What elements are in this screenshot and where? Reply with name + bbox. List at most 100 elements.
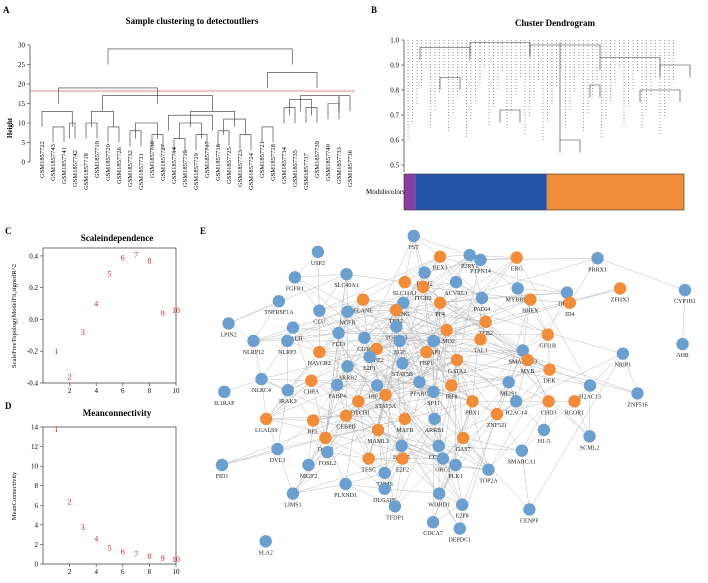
panel-c-point: 7 (134, 250, 138, 259)
network-edge (456, 359, 517, 402)
gene-label: HIF1A (369, 394, 387, 400)
gene-label: CENPF (520, 518, 539, 524)
network-edge (325, 437, 369, 459)
network-edge (345, 483, 385, 490)
gene-node (398, 275, 412, 289)
dendrogram-branch (419, 47, 471, 60)
panel-c-point: 10 (172, 306, 180, 315)
network-edge (396, 326, 473, 402)
network-edge (266, 351, 320, 419)
network-edge (422, 286, 458, 361)
gene-label: FOSL2 (318, 461, 336, 467)
network-edge (347, 311, 400, 342)
dendrogram-branch (52, 126, 65, 143)
network-edge (488, 401, 549, 470)
network-edge (413, 235, 470, 256)
panel-c-xtick-label: 6 (121, 387, 125, 395)
gene-node (321, 446, 334, 459)
gene-node (449, 275, 463, 289)
network-edge (403, 281, 457, 303)
network-edge (345, 401, 359, 485)
panel-d-ytick-label: 10 (31, 463, 39, 471)
gene-node (466, 395, 479, 408)
network-edge (399, 339, 481, 342)
network-edge (311, 380, 359, 402)
network-edge (521, 401, 549, 451)
network-edge (547, 292, 568, 335)
sample-label: GSM1857734 (281, 146, 288, 184)
gene-label: EGF (394, 350, 406, 356)
gene-node (407, 229, 420, 243)
gene-node (305, 374, 318, 387)
network-edge (422, 286, 447, 331)
gene-label: GFI1B (539, 344, 556, 350)
network-edge (287, 332, 339, 342)
gene-label: IRAK3 (279, 399, 297, 405)
panel-d-ytick-label: 8 (35, 482, 39, 490)
gene-label: PPARG (410, 391, 429, 397)
gene-label: USP2 (311, 261, 325, 267)
network-edge (442, 382, 509, 459)
panel-d-ytick-label: 0 (35, 561, 39, 569)
network-edge (266, 418, 314, 421)
dendrogram-branch (338, 95, 351, 112)
panel-c-ytick-label: -0.4 (27, 380, 39, 388)
gene-label: MEIS1 (500, 391, 517, 397)
network-edge (522, 299, 531, 351)
network-edge (438, 445, 489, 470)
gene-label: MAML3 (367, 439, 389, 445)
panel-d-point: 4 (94, 535, 98, 544)
network-edge (419, 330, 447, 383)
network-edge (433, 391, 489, 470)
panel-c-point: 9 (161, 309, 165, 318)
network-edge (446, 297, 483, 331)
network-edge (319, 299, 364, 311)
network-edge (266, 418, 456, 466)
network-edge (404, 418, 439, 447)
gene-node (510, 251, 523, 264)
panel-b-title: Cluster Dendrogram (515, 18, 595, 28)
gene-node (433, 250, 447, 263)
panel-c-point: 2 (68, 373, 72, 382)
network-edge (384, 445, 402, 489)
gene-label: NLRC4 (252, 388, 271, 394)
sample-label: GSM1857727 (160, 143, 167, 181)
network-edge (403, 302, 427, 353)
network-edge (346, 415, 405, 420)
network-edge (439, 256, 483, 299)
dendrogram-branch (267, 72, 318, 88)
network-edge (440, 302, 623, 354)
panel-e-gene-network: E FSTP2RY1USP2BEX1ERGPTPN14PRRX1PADI2FGF… (200, 226, 696, 556)
network-edge (362, 299, 404, 304)
gene-node (339, 409, 353, 422)
gene-node (563, 296, 576, 309)
gene-label: CLU (313, 320, 326, 326)
network-edge (369, 356, 444, 459)
sample-label: GSM1857736 (347, 149, 354, 187)
network-edge (402, 362, 452, 386)
panel-c-xtick-label: 4 (94, 387, 98, 395)
network-edge (446, 321, 486, 331)
gene-node (449, 458, 462, 472)
network-edge (325, 437, 385, 489)
gene-node (427, 385, 440, 399)
panel-d-point: 3 (81, 523, 85, 532)
panel-c-ytick-label: 0.0 (29, 316, 38, 324)
network-edge (369, 351, 427, 358)
gene-node (416, 280, 430, 294)
network-edge (376, 340, 434, 350)
network-edge (516, 369, 550, 402)
gene-node (363, 350, 376, 364)
network-edge (402, 340, 434, 364)
network-edge (456, 359, 591, 386)
gene-node (330, 378, 344, 392)
network-edge (376, 309, 397, 349)
gene-node (418, 266, 431, 279)
gene-node (286, 321, 300, 334)
gene-node (370, 342, 383, 356)
network-edge (345, 415, 385, 474)
panel-d-xtick-label: 10 (173, 568, 181, 576)
gene-node (340, 267, 353, 281)
gene-label: BEX1 (433, 266, 448, 272)
gene-label: PLK1 (448, 474, 462, 480)
